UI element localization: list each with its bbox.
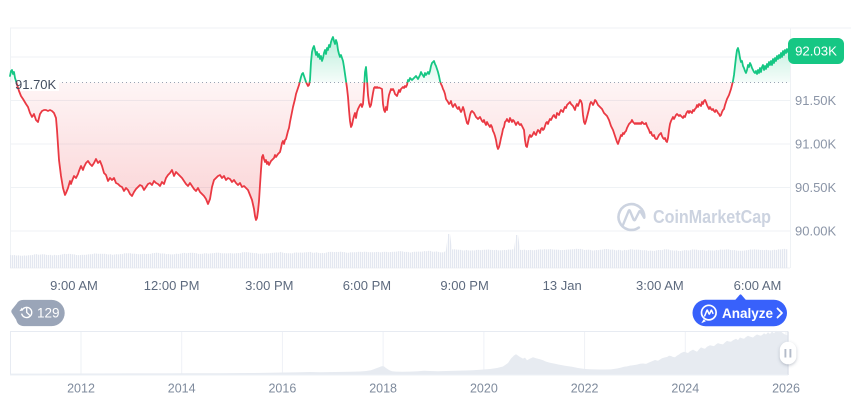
svg-text:2024: 2024 [671, 382, 699, 396]
svg-text:Analyze: Analyze [722, 306, 774, 321]
svg-text:2012: 2012 [67, 382, 95, 396]
svg-text:9:00 AM: 9:00 AM [50, 278, 98, 293]
svg-text:13 Jan: 13 Jan [543, 278, 582, 293]
svg-text:129: 129 [37, 306, 60, 321]
svg-text:9:00 PM: 9:00 PM [440, 278, 488, 293]
svg-text:2022: 2022 [571, 382, 599, 396]
svg-text:2014: 2014 [168, 382, 196, 396]
svg-text:6:00 AM: 6:00 AM [734, 278, 782, 293]
svg-text:91.00K: 91.00K [795, 137, 837, 152]
svg-text:3:00 PM: 3:00 PM [245, 278, 293, 293]
svg-text:3:00 AM: 3:00 AM [636, 278, 684, 293]
svg-text:2020: 2020 [470, 382, 498, 396]
svg-text:6:00 PM: 6:00 PM [343, 278, 391, 293]
svg-text:91.70K: 91.70K [15, 77, 57, 92]
svg-text:90.00K: 90.00K [795, 224, 837, 239]
svg-text:CoinMarketCap: CoinMarketCap [653, 206, 771, 227]
svg-text:91.50K: 91.50K [795, 93, 837, 108]
svg-text:90.50K: 90.50K [795, 180, 837, 195]
svg-text:12:00 PM: 12:00 PM [144, 278, 200, 293]
svg-text:92.03K: 92.03K [795, 44, 837, 59]
svg-text:2018: 2018 [369, 382, 397, 396]
svg-text:2016: 2016 [268, 382, 296, 396]
svg-text:2026: 2026 [772, 382, 800, 396]
